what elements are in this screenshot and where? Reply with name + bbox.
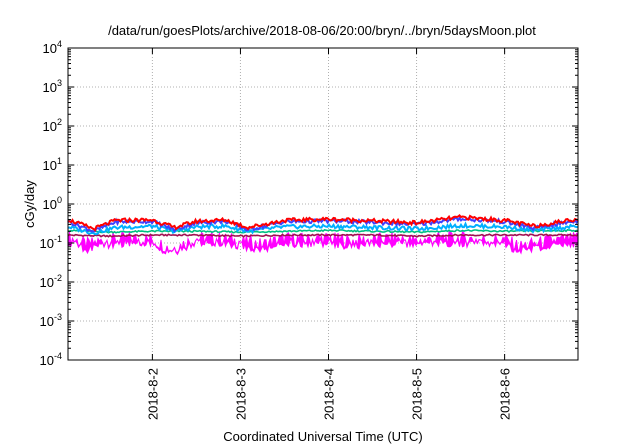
y-tick-label: 101 — [43, 156, 62, 173]
y-tick-label: 102 — [43, 117, 62, 134]
series-3-line — [67, 221, 579, 236]
plot-area — [67, 214, 579, 256]
y-tick-label: 100 — [43, 195, 62, 212]
x-tick-label: 2018-8-4 — [322, 368, 337, 420]
chart-title: /data/run/goesPlots/archive/2018-08-06/2… — [108, 23, 536, 38]
axes: 10-4 10-3 10-2 10-1 100 101 102 103 104 2018-8-2 2… — [40, 39, 578, 420]
series-1-line — [67, 233, 579, 238]
series-5-line — [67, 214, 579, 232]
grid — [68, 48, 578, 360]
x-axis-label: Coordinated Universal Time (UTC) — [223, 429, 422, 444]
y-tick-label: 103 — [43, 78, 62, 95]
x-tick-label: 2018-8-2 — [145, 368, 160, 420]
y-tick-label: 10-1 — [40, 234, 62, 251]
y-tick-label: 10-2 — [40, 273, 62, 290]
x-tick-label: 2018-8-5 — [410, 368, 425, 420]
y-tick-label: 10-3 — [40, 312, 62, 329]
series-2-line — [68, 228, 579, 234]
y-tick-label: 10-4 — [40, 351, 62, 368]
x-tick-label: 2018-8-3 — [233, 368, 248, 420]
x-tick-label: 2018-8-6 — [498, 368, 513, 420]
y-axis-label: cGy/day — [22, 180, 37, 228]
y-tick-label: 104 — [43, 39, 62, 56]
